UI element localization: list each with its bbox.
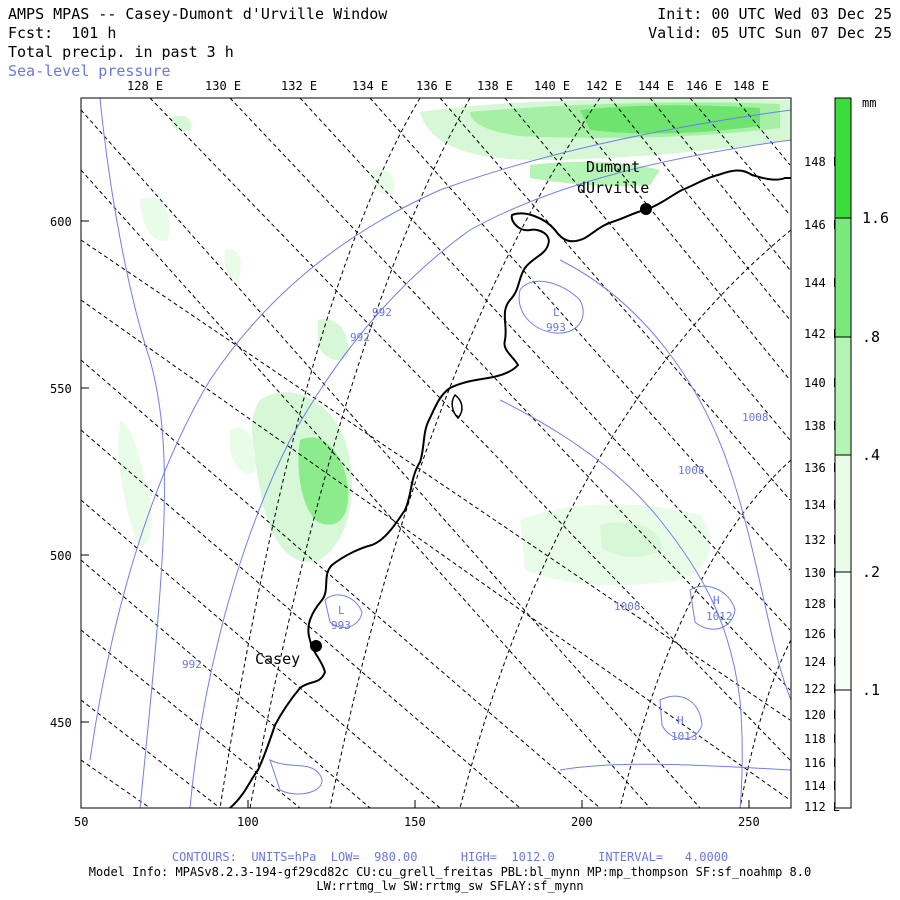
colorbar-segment-1-6	[835, 98, 851, 218]
lon-label-top: 144 E	[638, 79, 674, 93]
lon-label-top: 140 E	[534, 79, 570, 93]
x-axis-ticks	[80, 220, 750, 808]
colorbar-segment-0-8	[835, 218, 851, 337]
lon-label-top: 128 E	[127, 79, 163, 93]
colorbar-segment-0-2	[835, 455, 851, 572]
contour-label: 992	[182, 658, 202, 671]
overlay-name: Sea-level pressure	[8, 62, 171, 80]
contour-label: 1008	[678, 464, 705, 477]
lon-label-right: 134 E	[804, 498, 840, 512]
lon-label-right: 146 E	[804, 218, 840, 232]
top-longitude-labels: 128 E 130 E 132 E 134 E 136 E 138 E 140 …	[127, 79, 769, 93]
map-title: AMPS MPAS -- Casey-Dumont d'Urville Wind…	[8, 5, 388, 23]
lon-label-right: 120 E	[804, 708, 840, 722]
colorbar-unit: mm	[862, 96, 876, 110]
lon-label-right: 118 E	[804, 732, 840, 746]
model-info: Model Info: MPASv8.2.3-194-gf29cd82c CU:…	[88, 865, 812, 879]
lon-label-right: 138 E	[804, 419, 840, 433]
station-marker-dumont	[640, 203, 652, 215]
high-pressure-center: H	[677, 714, 684, 727]
y-tick-label: 600	[50, 215, 72, 229]
colorbar-level-label: .2	[862, 563, 880, 581]
contour-label: 1008	[742, 411, 769, 424]
init-time: Init: 00 UTC Wed 03 Dec 25	[657, 5, 892, 23]
lon-label-right: 140 E	[804, 376, 840, 390]
x-tick-label: 250	[738, 815, 760, 829]
contour-label: 992	[372, 306, 392, 319]
lon-label-top: 142 E	[586, 79, 622, 93]
colorbar-level-label: 1.6	[862, 209, 889, 227]
colorbar-segment-0-4	[835, 337, 851, 455]
lon-label-top: 148 E	[733, 79, 769, 93]
contour-label: 993	[331, 619, 351, 632]
x-tick-label: 150	[404, 815, 426, 829]
lon-label-top: 132 E	[281, 79, 317, 93]
lon-label-top: 130 E	[205, 79, 241, 93]
lon-label-right: 124 E	[804, 655, 840, 669]
low-pressure-center: L	[338, 604, 345, 617]
contour-label: 1012	[706, 610, 733, 623]
lon-label-right: 126 E	[804, 627, 840, 641]
lon-label-right: 136 E	[804, 461, 840, 475]
y-tick-label: 450	[50, 716, 72, 730]
contour-label: 1008	[614, 600, 641, 613]
station-label-casey: Casey	[255, 650, 300, 668]
y-axis-labels: 600 550 500 450	[50, 215, 72, 730]
y-tick-label: 550	[50, 382, 72, 396]
plot-area	[81, 98, 791, 808]
station-label-dumont: Dumont	[586, 158, 640, 176]
lon-label-right: 144 E	[804, 276, 840, 290]
lon-label-right: 142 E	[804, 327, 840, 341]
lon-label-right: 114 E	[804, 779, 840, 793]
lon-label-right: 112 E	[804, 800, 840, 814]
contour-label: 992	[350, 331, 370, 344]
lon-label-right: 122 E	[804, 682, 840, 696]
lon-label-right: 128 E	[804, 597, 840, 611]
contour-label: 1013	[671, 730, 698, 743]
pressure-contours	[89, 98, 791, 808]
right-longitude-labels: 148 E 146 E 144 E 142 E 140 E 138 E 136 …	[804, 155, 840, 814]
low-pressure-center: L	[553, 306, 560, 319]
lon-label-right: 116 E	[804, 756, 840, 770]
x-axis-labels: 50 100 150 200 250	[74, 815, 760, 829]
x-tick-label: 100	[237, 815, 259, 829]
colorbar-level-label: .4	[862, 446, 880, 464]
lon-label-right: 132 E	[804, 533, 840, 547]
lon-label-top: 146 E	[686, 79, 722, 93]
contour-label: 993	[546, 321, 566, 334]
colorbar-segment-0-1	[835, 572, 851, 690]
lon-label-top: 136 E	[416, 79, 452, 93]
lon-label-top: 138 E	[477, 79, 513, 93]
station-marker-casey	[310, 640, 322, 652]
colorbar-segment-below	[835, 690, 851, 808]
forecast-hour: Fcst: 101 h	[8, 24, 117, 42]
colorbar-level-label: .1	[862, 681, 880, 699]
lon-label-top: 134 E	[352, 79, 388, 93]
meridian-grid	[81, 98, 791, 808]
contour-info: CONTOURS: UNITS=hPa LOW= 980.00 HIGH= 10…	[171, 850, 729, 864]
lon-label-right: 148 E	[804, 155, 840, 169]
field-name: Total precip. in past 3 h	[8, 43, 234, 61]
station-label-dumont: dUrville	[577, 179, 649, 197]
x-tick-label: 50	[74, 815, 88, 829]
plot-frame	[80, 97, 792, 809]
x-tick-label: 200	[571, 815, 593, 829]
valid-time: Valid: 05 UTC Sun 07 Dec 25	[648, 24, 892, 42]
physics-info: LW:rrtmg_lw SW:rrtmg_sw SFLAY:sf_mynn	[316, 879, 584, 893]
precip-shading	[118, 98, 791, 586]
lon-label-right: 130 E	[804, 566, 840, 580]
high-pressure-center: H	[713, 594, 720, 607]
colorbar: mm 1.6 .8 .4 .2 .1	[834, 96, 889, 809]
colorbar-level-label: .8	[862, 328, 880, 346]
y-tick-label: 500	[50, 549, 72, 563]
